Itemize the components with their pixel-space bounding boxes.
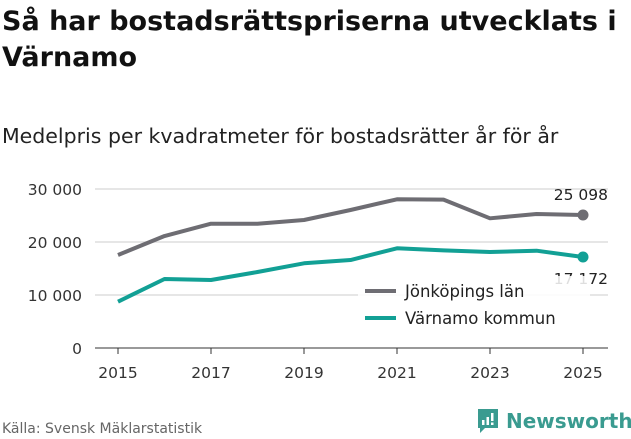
legend-label: Värnamo kommun [405, 309, 556, 328]
x-tick-label: 2019 [284, 364, 323, 382]
x-tick-label: 2021 [377, 364, 416, 382]
x-tick-label: 2025 [563, 364, 602, 382]
y-tick-label: 20 000 [28, 234, 82, 252]
y-tick-label: 30 000 [28, 181, 82, 199]
brand-name: Newsworthy [506, 409, 631, 433]
legend-label: Jönköpings län [404, 282, 524, 301]
x-tick-label: 2015 [98, 364, 137, 382]
end-point-0 [577, 209, 589, 221]
x-tick-label: 2023 [470, 364, 509, 382]
legend-background [358, 276, 590, 336]
chart-bubble-icon [478, 409, 498, 433]
end-point-1 [577, 251, 589, 263]
chart-subtitle: Medelpris per kvadratmeter för bostadsrä… [2, 124, 559, 148]
series-line-0 [117, 197, 584, 257]
source-note: Källa: Svensk Mäklarstatistik [2, 421, 203, 437]
page-title: Så har bostadsrättspriserna utvecklats i… [2, 6, 617, 73]
x-tick-label: 2017 [191, 364, 230, 382]
line-chart: 0 10 000 20 000 30 000 2015 2017 2019 2021 2023 2… [28, 181, 608, 382]
newsworthy-logo: Newsworthy [476, 408, 631, 434]
y-tick-label: 10 000 [28, 287, 82, 305]
series-line-1 [117, 246, 584, 304]
end-value-label: 25 098 [554, 186, 608, 204]
y-tick-label: 0 [72, 340, 82, 358]
